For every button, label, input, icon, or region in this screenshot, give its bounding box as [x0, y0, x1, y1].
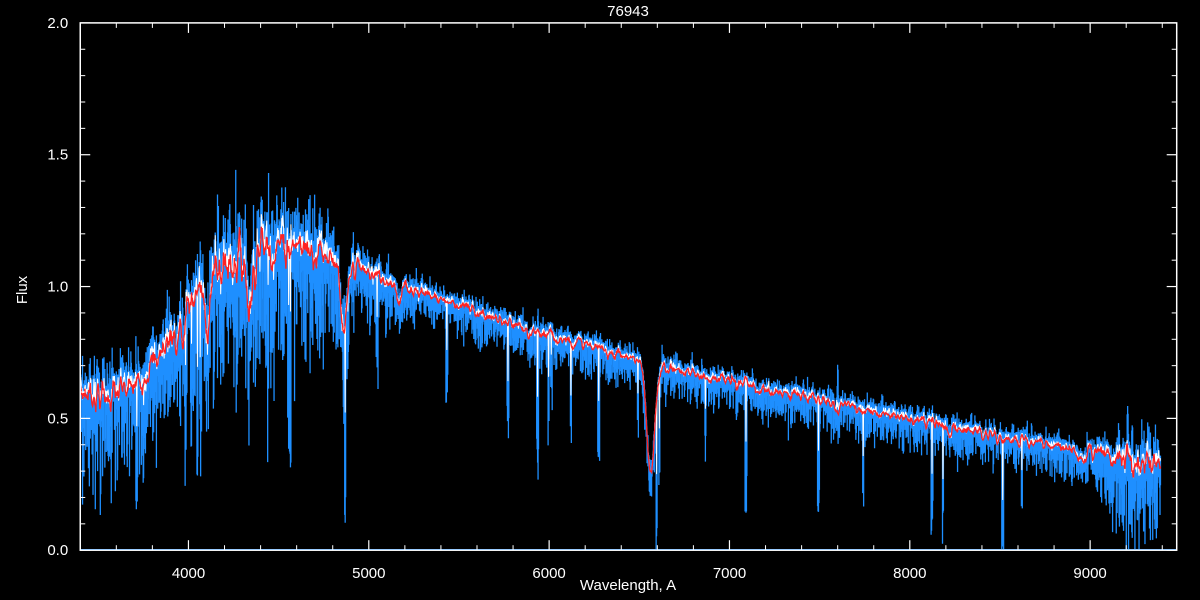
svg-text:8000: 8000 [893, 565, 926, 582]
svg-text:0.0: 0.0 [47, 542, 68, 559]
svg-text:5000: 5000 [352, 565, 385, 582]
svg-text:1.0: 1.0 [47, 279, 68, 296]
svg-text:2.0: 2.0 [47, 15, 68, 32]
svg-text:6000: 6000 [532, 565, 565, 582]
svg-text:76943: 76943 [607, 3, 649, 20]
svg-text:1.5: 1.5 [47, 147, 68, 164]
svg-text:4000: 4000 [172, 565, 205, 582]
svg-text:Wavelength, A: Wavelength, A [580, 577, 676, 594]
svg-text:7000: 7000 [713, 565, 746, 582]
svg-text:9000: 9000 [1073, 565, 1106, 582]
svg-text:0.5: 0.5 [47, 410, 68, 427]
svg-text:Flux: Flux [14, 275, 31, 304]
